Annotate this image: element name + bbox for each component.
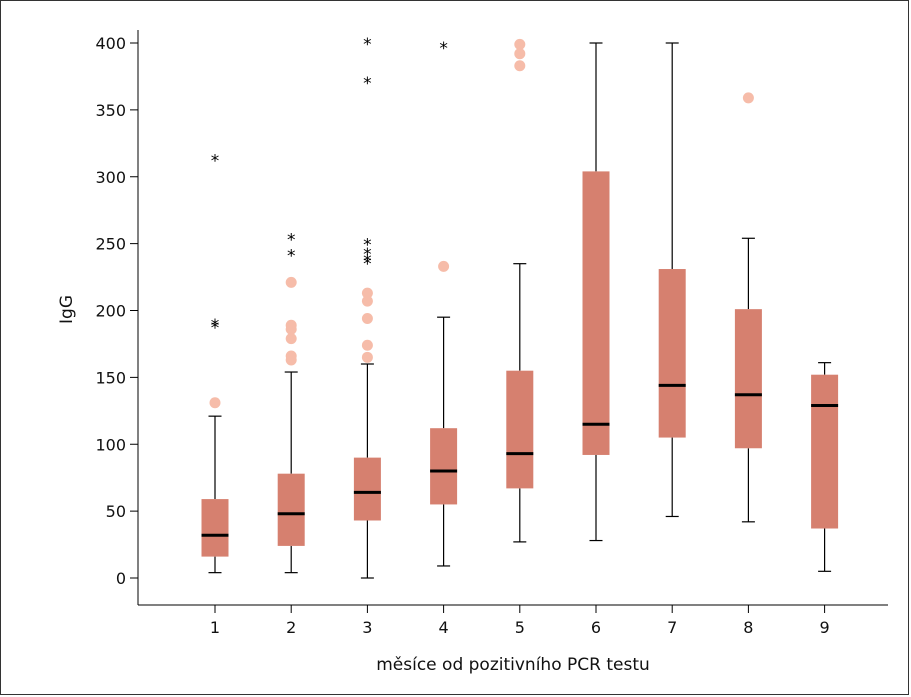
box-iqr bbox=[582, 171, 610, 455]
outlier-point bbox=[514, 60, 526, 72]
outlier-point bbox=[285, 323, 297, 335]
y-tick-label: 350 bbox=[95, 101, 126, 120]
box-iqr bbox=[277, 473, 305, 546]
extreme-point: * bbox=[287, 246, 296, 266]
y-tick-label: 50 bbox=[106, 502, 126, 521]
outlier-point bbox=[361, 339, 373, 351]
box-group-4: * bbox=[430, 39, 458, 567]
x-tick-label: 9 bbox=[820, 618, 830, 637]
extreme-point: * bbox=[363, 236, 372, 256]
extreme-point: * bbox=[363, 252, 372, 272]
x-tick-label: 2 bbox=[286, 618, 296, 637]
outlier-point bbox=[361, 287, 373, 299]
outlier-point bbox=[361, 313, 373, 325]
extreme-point: * bbox=[211, 316, 220, 336]
extreme-point: * bbox=[363, 245, 372, 265]
y-axis-title: IgG bbox=[57, 295, 77, 324]
y-tick-label: 300 bbox=[95, 168, 126, 187]
box-group-2: ** bbox=[277, 230, 305, 574]
box-iqr bbox=[658, 269, 686, 438]
y-tick-label: 400 bbox=[95, 34, 126, 53]
box-group-3: ****** bbox=[353, 35, 381, 579]
x-tick-label: 1 bbox=[210, 618, 220, 637]
box-iqr bbox=[734, 309, 762, 449]
y-tick-label: 250 bbox=[95, 235, 126, 254]
box-group-6 bbox=[582, 42, 610, 542]
outlier-point bbox=[514, 38, 526, 50]
extreme-point: * bbox=[211, 319, 220, 339]
box-iqr bbox=[506, 370, 534, 489]
outlier-point bbox=[285, 276, 297, 288]
axes: 0 50 100 150 200 250 300 350 400 1 2 3 4 5 6 7 8 9 bbox=[95, 30, 888, 637]
box-group-1: *** bbox=[201, 151, 229, 574]
outlier-point bbox=[514, 48, 526, 60]
y-tick-label: 150 bbox=[95, 368, 126, 387]
extreme-point: * bbox=[363, 35, 372, 55]
x-tick-label: 3 bbox=[362, 618, 372, 637]
outlier-point bbox=[361, 295, 373, 307]
box-group-7 bbox=[658, 42, 686, 518]
extreme-point: * bbox=[363, 74, 372, 94]
outlier-point bbox=[209, 397, 221, 409]
box-plot-marks: ************ bbox=[201, 35, 839, 579]
outlier-point bbox=[438, 260, 450, 272]
box-group-5 bbox=[506, 38, 534, 543]
x-tick-label: 6 bbox=[591, 618, 601, 637]
outlier-point bbox=[361, 351, 373, 363]
outlier-point bbox=[285, 354, 297, 366]
box-iqr bbox=[811, 374, 839, 529]
x-tick-label: 8 bbox=[743, 618, 753, 637]
box-iqr bbox=[201, 499, 229, 557]
outlier-point bbox=[285, 333, 297, 345]
x-tick-label: 5 bbox=[515, 618, 525, 637]
box-iqr bbox=[353, 457, 381, 521]
x-tick-label: 7 bbox=[667, 618, 677, 637]
y-tick-label: 100 bbox=[95, 435, 126, 454]
box-group-9 bbox=[811, 362, 839, 572]
y-tick-label: 0 bbox=[116, 569, 126, 588]
extreme-point: * bbox=[363, 254, 372, 274]
outlier-point bbox=[742, 92, 754, 104]
x-tick-label: 4 bbox=[439, 618, 449, 637]
box-iqr bbox=[430, 428, 458, 505]
extreme-point: * bbox=[287, 230, 296, 250]
y-tick-label: 200 bbox=[95, 302, 126, 321]
x-axis-title: měsíce od pozitivního PCR testu bbox=[376, 655, 650, 675]
extreme-point: * bbox=[439, 39, 448, 59]
extreme-point: * bbox=[211, 151, 220, 171]
box-group-8 bbox=[734, 92, 762, 523]
